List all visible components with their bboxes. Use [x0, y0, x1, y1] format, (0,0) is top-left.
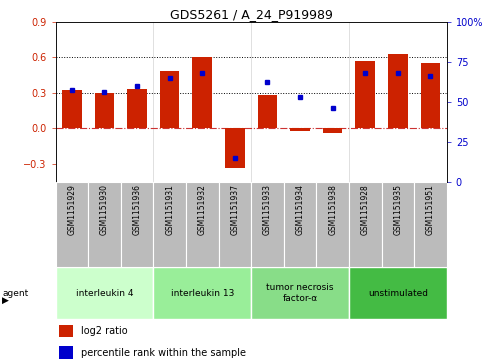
Bar [414, 182, 447, 267]
Text: ▶: ▶ [2, 296, 9, 305]
Bar [56, 267, 154, 319]
Bar [62, 90, 82, 128]
Title: GDS5261 / A_24_P919989: GDS5261 / A_24_P919989 [170, 8, 333, 21]
Text: GSM1151938: GSM1151938 [328, 184, 337, 235]
Bar [95, 93, 114, 128]
Text: GSM1151928: GSM1151928 [361, 184, 370, 235]
Bar [186, 182, 218, 267]
Bar [290, 128, 310, 131]
Bar [251, 182, 284, 267]
Bar [258, 95, 277, 128]
Text: tumor necrosis
factor-α: tumor necrosis factor-α [266, 284, 334, 303]
Text: GSM1151930: GSM1151930 [100, 184, 109, 235]
Bar [349, 182, 382, 267]
Bar [88, 182, 121, 267]
Text: percentile rank within the sample: percentile rank within the sample [81, 347, 246, 358]
Text: GSM1151929: GSM1151929 [67, 184, 76, 235]
Bar [284, 182, 316, 267]
Text: GSM1151933: GSM1151933 [263, 184, 272, 235]
Bar [128, 89, 147, 128]
Bar [59, 346, 73, 359]
Bar [154, 267, 251, 319]
Bar [382, 182, 414, 267]
Text: GSM1151951: GSM1151951 [426, 184, 435, 235]
Bar [59, 325, 73, 337]
Bar [421, 63, 440, 128]
Text: GSM1151935: GSM1151935 [393, 184, 402, 235]
Text: log2 ratio: log2 ratio [81, 326, 128, 336]
Bar [316, 182, 349, 267]
Bar [388, 54, 408, 128]
Text: GSM1151931: GSM1151931 [165, 184, 174, 235]
Text: GSM1151936: GSM1151936 [132, 184, 142, 235]
Text: interleukin 13: interleukin 13 [170, 289, 234, 298]
Bar [225, 128, 245, 168]
Bar [56, 182, 88, 267]
Text: GSM1151934: GSM1151934 [296, 184, 305, 235]
Bar [251, 267, 349, 319]
Bar [219, 182, 251, 267]
Bar [349, 267, 447, 319]
Bar [323, 128, 342, 133]
Text: agent: agent [2, 289, 28, 298]
Bar [160, 72, 180, 128]
Bar [193, 57, 212, 128]
Bar [355, 61, 375, 128]
Text: interleukin 4: interleukin 4 [76, 289, 133, 298]
Text: GSM1151937: GSM1151937 [230, 184, 240, 235]
Text: GSM1151932: GSM1151932 [198, 184, 207, 235]
Bar [121, 182, 154, 267]
Bar [154, 182, 186, 267]
Text: unstimulated: unstimulated [368, 289, 428, 298]
